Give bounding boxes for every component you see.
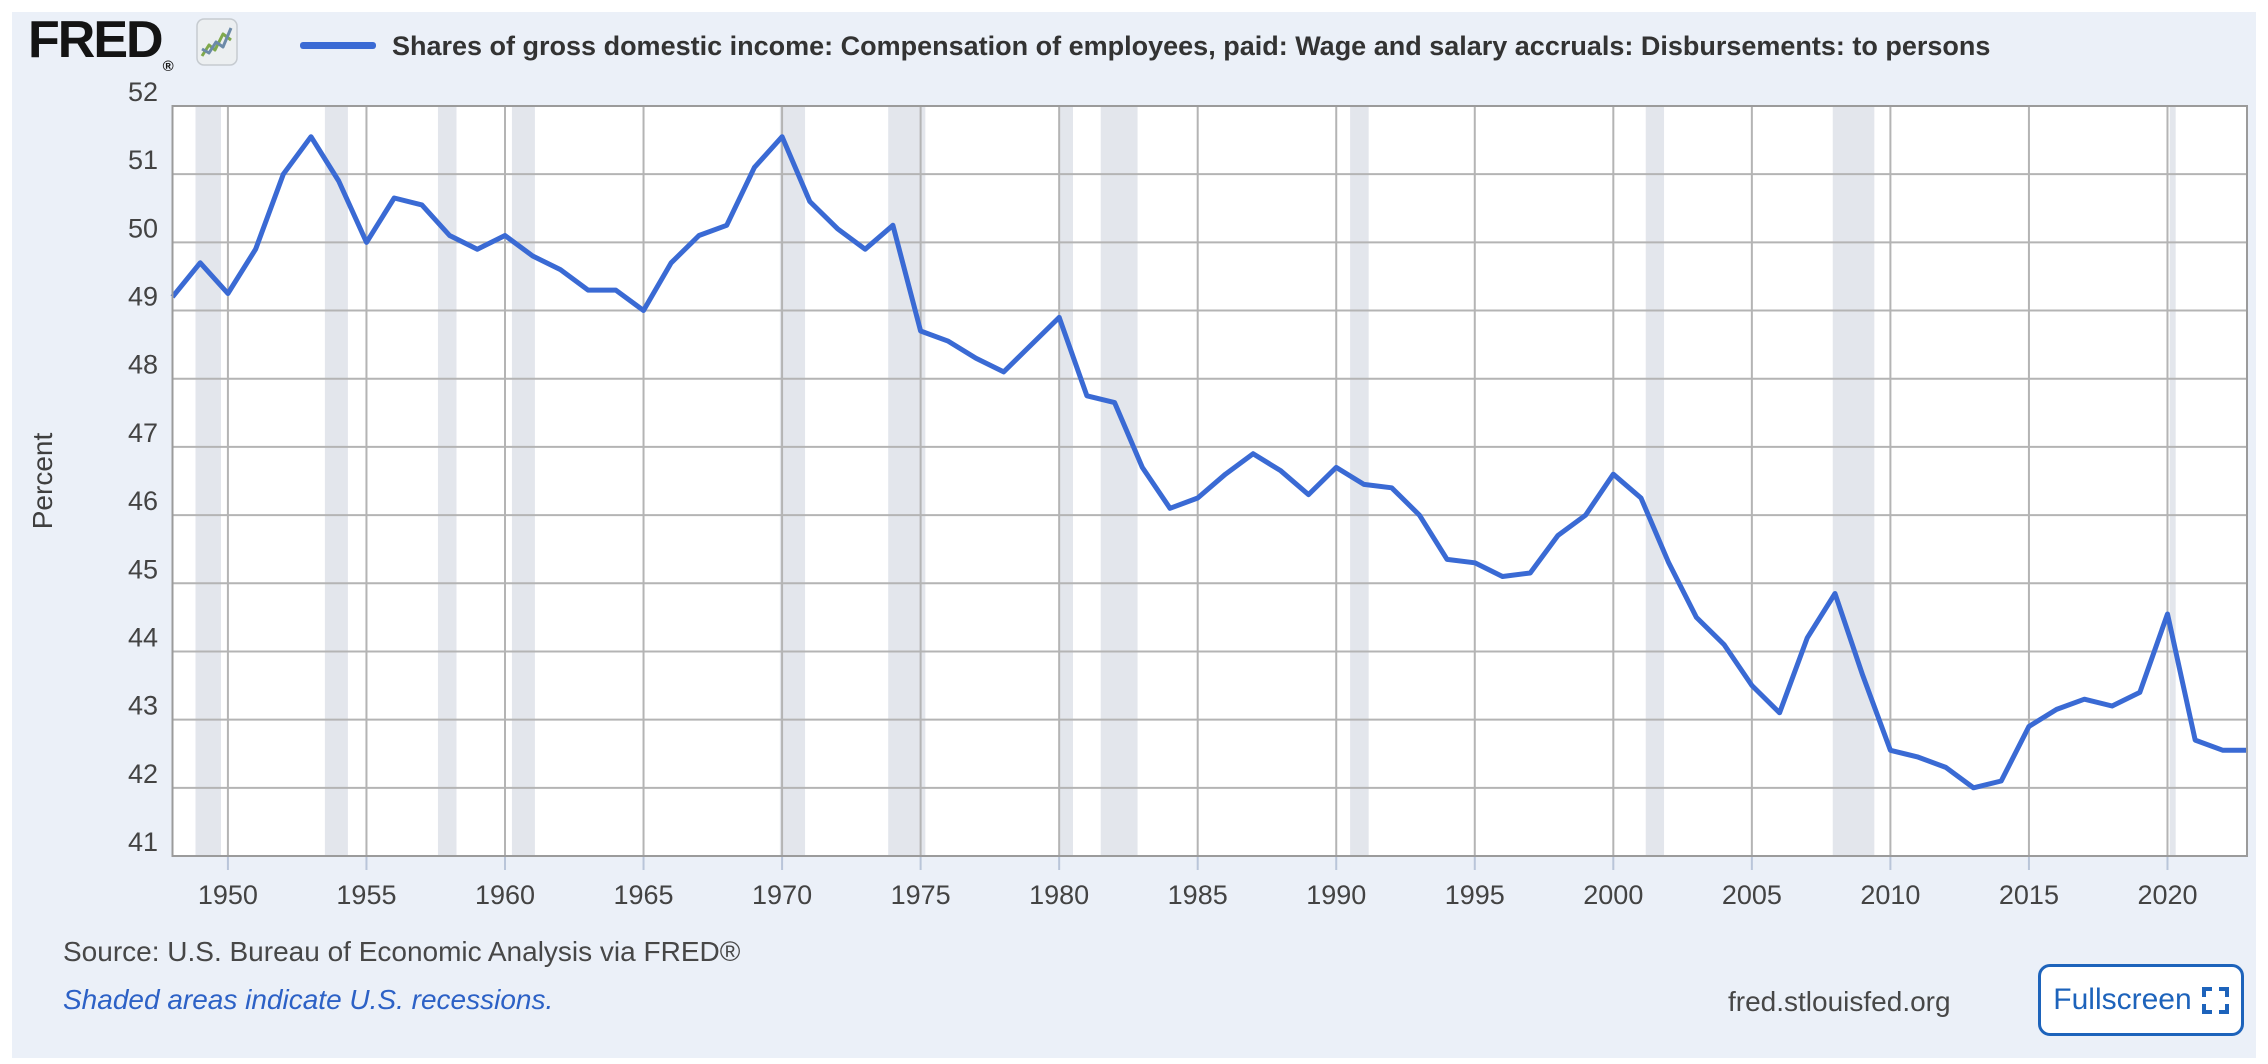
y-tick-label: 51 bbox=[128, 145, 158, 175]
y-tick-label: 47 bbox=[128, 418, 158, 448]
y-tick-label: 44 bbox=[128, 622, 158, 652]
recession-band bbox=[324, 106, 348, 856]
fred-logo[interactable]: FRED® bbox=[28, 11, 174, 74]
x-tick-label: 1960 bbox=[475, 880, 535, 910]
fred-logo-text: FRED bbox=[28, 11, 164, 69]
x-tick-label: 1995 bbox=[1445, 880, 1505, 910]
x-tick-label: 1990 bbox=[1306, 880, 1366, 910]
legend-line-swatch bbox=[300, 42, 376, 49]
registered-mark: ® bbox=[162, 58, 174, 75]
plot-border bbox=[171, 105, 2248, 857]
y-axis-title: Percent bbox=[27, 433, 58, 530]
y-tick-label: 43 bbox=[128, 691, 158, 721]
data-line[interactable] bbox=[170, 134, 2248, 791]
x-tick-label: 1975 bbox=[891, 880, 951, 910]
recession-band bbox=[1059, 106, 1074, 856]
x-tick-label: 2015 bbox=[1999, 880, 2059, 910]
y-tick-label: 46 bbox=[128, 486, 158, 516]
recession-band bbox=[195, 106, 221, 856]
x-tick-label: 1950 bbox=[198, 880, 258, 910]
series-title[interactable]: Shares of gross domestic income: Compens… bbox=[392, 31, 1991, 61]
fullscreen-label: Fullscreen bbox=[2053, 983, 2192, 1016]
recession-band bbox=[2169, 106, 2176, 856]
y-tick-label: 42 bbox=[128, 759, 158, 789]
x-tick-label: 2000 bbox=[1583, 880, 1643, 910]
x-tick-label: 1955 bbox=[336, 880, 396, 910]
x-tick-label: 1965 bbox=[613, 880, 673, 910]
x-tick-label: 1980 bbox=[1029, 880, 1089, 910]
recession-band bbox=[779, 106, 806, 856]
x-tick-label: 2005 bbox=[1722, 880, 1782, 910]
fullscreen-button[interactable]: Fullscreen bbox=[2038, 964, 2244, 1036]
y-tick-label: 49 bbox=[128, 282, 158, 312]
recession-band bbox=[511, 106, 535, 856]
recession-band bbox=[437, 106, 457, 856]
recession-note-link[interactable]: Shaded areas indicate U.S. recessions. bbox=[63, 984, 554, 1015]
fred-url-text: fred.stlouisfed.org bbox=[1728, 986, 1951, 1017]
recession-band bbox=[1832, 106, 1875, 856]
y-tick-label: 52 bbox=[128, 77, 158, 107]
x-tick-label: 1985 bbox=[1168, 880, 1228, 910]
x-tick-label: 2020 bbox=[2137, 880, 2197, 910]
source-text: Source: U.S. Bureau of Economic Analysis… bbox=[63, 936, 741, 967]
x-tick-label: 1970 bbox=[752, 880, 812, 910]
recession-band bbox=[1645, 106, 1665, 856]
x-tick-label: 2010 bbox=[1860, 880, 1920, 910]
y-tick-label: 41 bbox=[128, 827, 158, 857]
fred-sparkline-icon bbox=[196, 18, 238, 71]
plot-background bbox=[172, 106, 2247, 856]
y-tick-label: 45 bbox=[128, 554, 158, 584]
recession-band bbox=[1100, 106, 1138, 856]
y-tick-label: 48 bbox=[128, 350, 158, 380]
y-tick-label: 50 bbox=[128, 213, 158, 243]
fullscreen-icon bbox=[2201, 986, 2229, 1014]
